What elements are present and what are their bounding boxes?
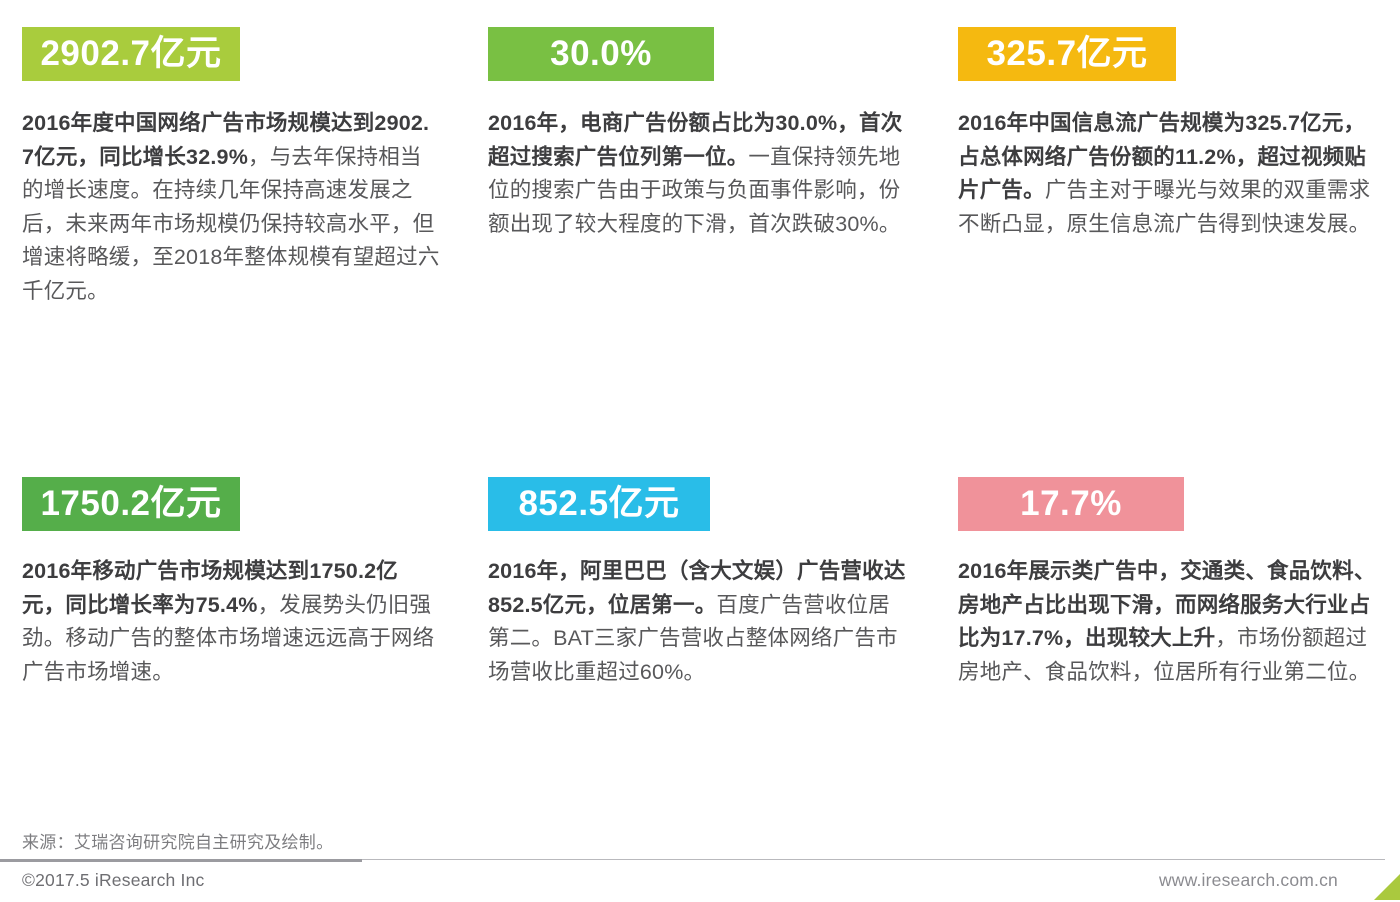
- stat-description-bold: 2016年，阿里巴巴（含大文娱）广告营收达852.5亿元，位居第一。: [488, 559, 906, 617]
- stat-badge-value: 1750.2亿元: [22, 477, 240, 531]
- stat-description-rest: 百度广告营收位居第二。BAT三家广告营收占整体网络广告市场营收比重超过60%。: [488, 592, 898, 684]
- badge-wrapper: 2902.7亿元: [22, 27, 440, 81]
- stat-description-rest: 广告主对于曝光与效果的双重需求不断凸显，原生信息流广告得到快速发展。: [958, 178, 1371, 236]
- stat-description: 2016年，电商广告份额占比为30.0%，首次超过搜索广告位列第一位。一直保持领…: [488, 107, 910, 241]
- stat-card: 852.5亿元 2016年，阿里巴巴（含大文娱）广告营收达852.5亿元，位居第…: [470, 460, 940, 820]
- stat-description-rest: ，市场份额超过房地产、食品饮料，位居所有行业第二位。: [958, 626, 1371, 684]
- stat-description-rest: 一直保持领先地位的搜索广告由于政策与负面事件影响，份额出现了较大程度的下滑，首次…: [488, 144, 901, 236]
- stat-card: 1750.2亿元 2016年移动广告市场规模达到1750.2亿元，同比增长率为7…: [0, 460, 470, 820]
- stat-description-bold: 2016年展示类广告中，交通类、食品饮料、房地产占比出现下滑，而网络服务大行业占…: [958, 559, 1376, 651]
- stat-description-rest: ，发展势头仍旧强劲。移动广告的整体市场增速远远高于网络广告市场增速。: [22, 592, 435, 684]
- footer-divider-right: [362, 859, 1385, 860]
- corner-triangle-icon: [1372, 868, 1400, 902]
- badge-wrapper: 1750.2亿元: [22, 477, 440, 531]
- stat-card: 2902.7亿元 2016年度中国网络广告市场规模达到2902.7亿元，同比增长…: [0, 0, 470, 460]
- stat-description-bold: 2016年，电商广告份额占比为30.0%，首次超过搜索广告位列第一位。: [488, 111, 903, 169]
- footer-divider-left: [0, 859, 362, 862]
- stat-description: 2016年移动广告市场规模达到1750.2亿元，同比增长率为75.4%，发展势头…: [22, 555, 440, 689]
- badge-wrapper: 17.7%: [958, 477, 1384, 531]
- stat-description: 2016年度中国网络广告市场规模达到2902.7亿元，同比增长32.9%，与去年…: [22, 107, 440, 308]
- stat-badge-value: 852.5亿元: [488, 477, 710, 531]
- stat-description-bold: 2016年移动广告市场规模达到1750.2亿元，同比增长率为75.4%: [22, 559, 398, 617]
- source-note: 来源：艾瑞咨询研究院自主研究及绘制。: [22, 833, 334, 852]
- stat-description: 2016年展示类广告中，交通类、食品饮料、房地产占比出现下滑，而网络服务大行业占…: [958, 555, 1384, 689]
- stat-badge-value: 325.7亿元: [958, 27, 1176, 81]
- badge-wrapper: 852.5亿元: [488, 477, 910, 531]
- stat-badge-value: 17.7%: [958, 477, 1184, 531]
- stat-description-bold: 2016年中国信息流广告规模为325.7亿元，占总体网络广告份额的11.2%，超…: [958, 111, 1366, 203]
- stat-badge-value: 2902.7亿元: [22, 27, 240, 81]
- badge-wrapper: 30.0%: [488, 27, 910, 81]
- stat-card: 30.0% 2016年，电商广告份额占比为30.0%，首次超过搜索广告位列第一位…: [470, 0, 940, 460]
- stat-card-grid: 2902.7亿元 2016年度中国网络广告市场规模达到2902.7亿元，同比增长…: [0, 0, 1400, 820]
- badge-wrapper: 325.7亿元: [958, 27, 1384, 81]
- copyright-text: ©2017.5 iResearch Inc: [22, 870, 205, 890]
- stat-description: 2016年，阿里巴巴（含大文娱）广告营收达852.5亿元，位居第一。百度广告营收…: [488, 555, 910, 689]
- website-url: www.iresearch.com.cn: [1158, 870, 1338, 890]
- stat-card: 17.7% 2016年展示类广告中，交通类、食品饮料、房地产占比出现下滑，而网络…: [940, 460, 1400, 820]
- stat-card: 325.7亿元 2016年中国信息流广告规模为325.7亿元，占总体网络广告份额…: [940, 0, 1400, 460]
- stat-description-bold: 2016年度中国网络广告市场规模达到2902.7亿元，同比增长32.9%: [22, 111, 430, 169]
- stat-description: 2016年中国信息流广告规模为325.7亿元，占总体网络广告份额的11.2%，超…: [958, 107, 1384, 241]
- footer: 来源：艾瑞咨询研究院自主研究及绘制。 ©2017.5 iResearch Inc…: [0, 816, 1400, 900]
- stat-badge-value: 30.0%: [488, 27, 714, 81]
- stat-description-rest: ，与去年保持相当的增长速度。在持续几年保持高速发展之后，未来两年市场规模仍保持较…: [22, 144, 440, 303]
